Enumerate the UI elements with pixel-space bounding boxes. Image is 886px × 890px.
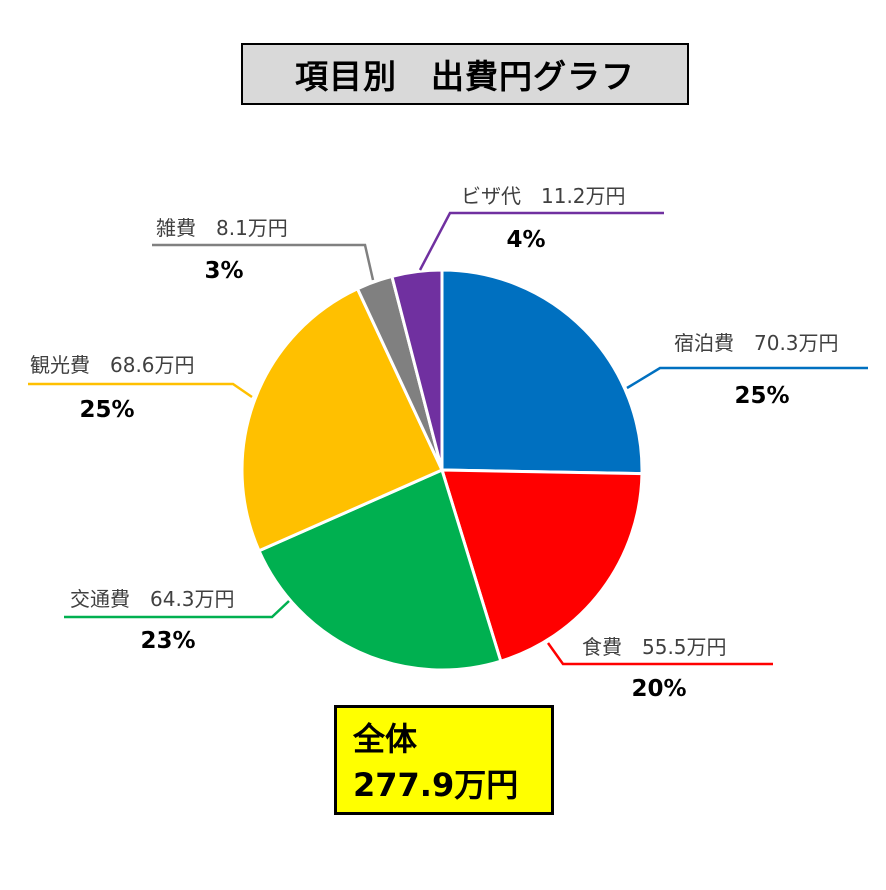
total-label: 全体: [353, 720, 418, 758]
percent-accommodation: 25%: [734, 383, 790, 409]
percent-transport: 23%: [140, 628, 196, 654]
pie-slice-transport: [257, 468, 503, 672]
percent-misc: 3%: [204, 258, 244, 284]
leader-line-accommodation: [626, 366, 868, 390]
pie-slice-visa: [390, 268, 444, 472]
chart-title: 項目別 出費円グラフ: [241, 43, 689, 105]
label-sightseeing: 観光費 68.6万円: [30, 353, 195, 377]
pie-slice-sightseeing: [240, 287, 444, 553]
total-box: 全体 277.9万円: [334, 705, 554, 815]
total-value: 277.9万円: [353, 766, 519, 804]
label-food: 食費 55.5万円: [582, 635, 727, 659]
pie-slice-accommodation: [440, 268, 644, 476]
label-transport: 交通費 64.3万円: [70, 587, 235, 611]
pie-slice-food: [440, 468, 644, 663]
percent-sightseeing: 25%: [79, 397, 135, 423]
percent-food: 20%: [631, 676, 687, 702]
leader-line-food: [546, 642, 773, 666]
label-visa: ビザ代 11.2万円: [461, 184, 626, 208]
percent-visa: 4%: [506, 227, 546, 253]
leader-line-misc: [152, 243, 375, 281]
label-misc: 雑費 8.1万円: [156, 216, 288, 240]
leader-line-visa: [418, 211, 664, 271]
leader-line-sightseeing: [28, 382, 253, 399]
leader-line-transport: [64, 600, 290, 619]
label-accommodation: 宿泊費 70.3万円: [674, 331, 839, 355]
